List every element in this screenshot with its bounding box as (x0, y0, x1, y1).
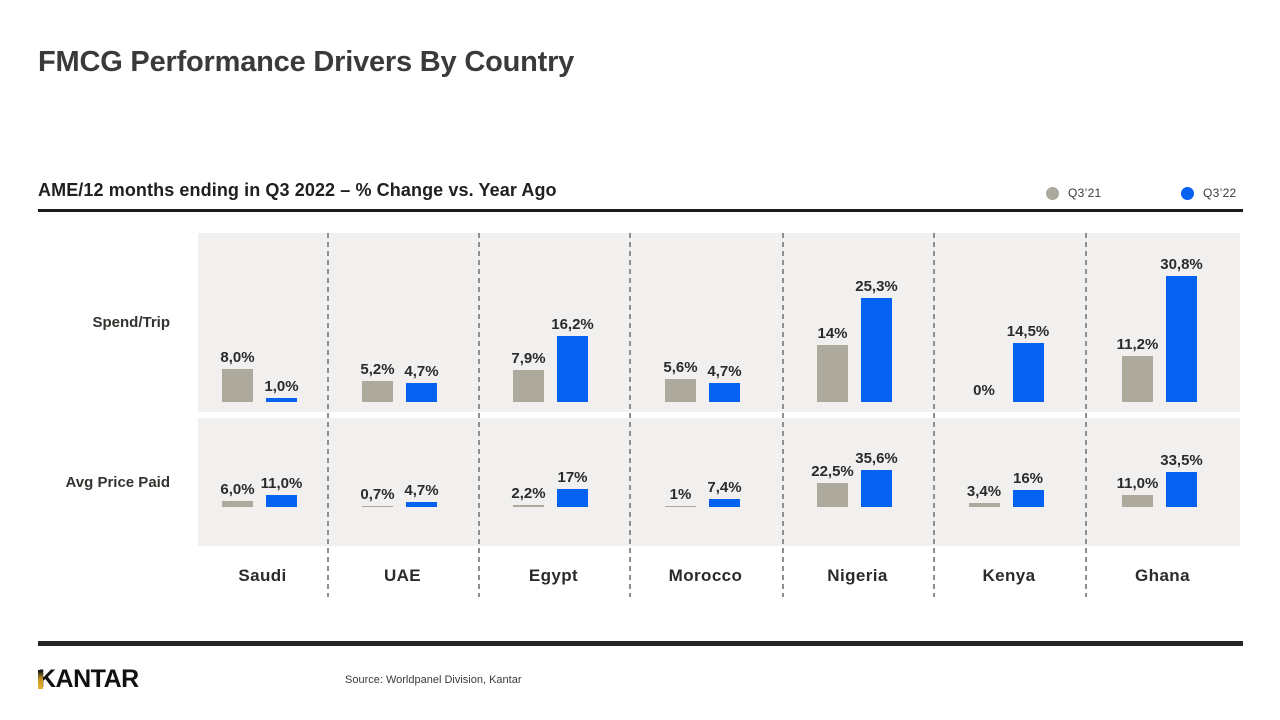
value-label-q3-22-morocco: 7,4% (707, 479, 742, 496)
country-label-morocco: Morocco (668, 566, 743, 585)
column-separator (478, 233, 480, 597)
kantar-logo-stem-icon (38, 670, 43, 689)
header-divider (38, 209, 1243, 212)
value-label-q3-22-nigeria: 25,3% (855, 278, 898, 295)
bar-q3-21-uae (362, 381, 393, 402)
value-label-q3-22-ghana: 30,8% (1160, 256, 1203, 273)
country-label-kenya: Kenya (982, 566, 1036, 585)
kantar-logo: KANTAR (38, 667, 139, 692)
page-title: FMCG Performance Drivers By Country (38, 46, 575, 78)
column-separator (933, 233, 935, 597)
country-label-egypt: Egypt (528, 566, 579, 585)
legend-dot-q3-22-icon (1181, 186, 1194, 200)
bar-q3-21-uae (362, 506, 393, 507)
bar-q3-22-nigeria (861, 470, 892, 507)
bar-q3-21-morocco (665, 506, 696, 507)
bar-q3-22-saudi (266, 495, 297, 507)
value-label-q3-22-kenya: 16% (1012, 470, 1044, 487)
bar-q3-21-egypt (513, 370, 544, 402)
row-label-spend-trip: Spend/Trip (92, 314, 170, 331)
value-label-q3-21-uae: 0,7% (360, 486, 395, 503)
value-label-q3-22-egypt: 16,2% (551, 316, 594, 333)
column-separator (327, 233, 329, 597)
bar-q3-22-morocco (709, 383, 740, 402)
value-label-q3-21-saudi: 6,0% (220, 481, 255, 498)
bar-q3-22-nigeria (861, 298, 892, 402)
value-label-q3-21-uae: 5,2% (360, 361, 395, 378)
bar-q3-22-ghana (1166, 472, 1197, 507)
value-label-q3-22-ghana: 33,5% (1160, 452, 1203, 469)
value-label-q3-21-egypt: 7,9% (511, 350, 546, 367)
value-label-q3-21-nigeria: 22,5% (811, 463, 854, 480)
country-label-ghana: Ghana (1135, 566, 1190, 585)
footer-divider (38, 641, 1243, 646)
column-separator (1085, 233, 1087, 597)
bar-q3-22-egypt (557, 489, 588, 507)
value-label-q3-22-morocco: 4,7% (707, 363, 742, 380)
bar-q3-22-kenya (1012, 343, 1044, 402)
bar-q3-22-morocco (709, 499, 740, 507)
bar-q3-21-nigeria (817, 345, 848, 402)
chart-panel-row2 (198, 418, 1240, 546)
legend-label-q3-22: Q3’22 (1203, 186, 1237, 200)
bar-q3-21-kenya (968, 503, 1000, 507)
bar-q3-21-ghana (1122, 495, 1153, 507)
legend-item-q3-22: Q3’22 (1181, 186, 1237, 200)
country-label-saudi: Saudi (238, 566, 287, 585)
value-label-q3-22-nigeria: 35,6% (855, 450, 898, 467)
chart-subtitle: AME/12 months ending in Q3 2022 – % Chan… (38, 180, 557, 200)
value-label-q3-22-saudi: 1,0% (264, 378, 299, 395)
bar-q3-22-uae (406, 502, 437, 507)
bar-q3-21-morocco (665, 379, 696, 402)
value-label-q3-21-nigeria: 14% (817, 325, 848, 342)
source-attribution: Source: Worldpanel Division, Kantar (345, 674, 522, 686)
kantar-logo-text: KANTAR (38, 665, 139, 693)
bar-q3-22-ghana (1166, 276, 1197, 402)
bar-q3-22-uae (406, 383, 437, 402)
row-label-avg-price-paid: Avg Price Paid (65, 474, 171, 491)
value-label-q3-22-egypt: 17% (557, 469, 588, 486)
value-label-q3-21-egypt: 2,2% (511, 485, 546, 502)
value-label-q3-21-ghana: 11,0% (1116, 475, 1159, 492)
bar-q3-21-egypt (513, 505, 544, 507)
value-label-q3-22-saudi: 11,0% (260, 475, 303, 492)
bar-q3-22-egypt (557, 336, 588, 402)
country-label-uae: UAE (383, 566, 422, 585)
legend-label-q3-21: Q3’21 (1068, 186, 1102, 200)
value-label-q3-21-morocco: 5,6% (663, 359, 698, 376)
bar-q3-22-kenya (1012, 490, 1044, 507)
value-label-q3-22-uae: 4,7% (404, 363, 439, 380)
legend-dot-q3-21-icon (1046, 186, 1059, 200)
value-label-q3-21-morocco: 1% (669, 486, 692, 503)
value-label-q3-22-uae: 4,7% (404, 482, 439, 499)
bar-q3-21-nigeria (817, 483, 848, 507)
bar-q3-21-ghana (1122, 356, 1153, 402)
value-label-q3-21-kenya: 3,4% (966, 483, 1002, 500)
legend-item-q3-21: Q3’21 (1046, 186, 1102, 200)
value-label-q3-21-ghana: 11,2% (1116, 336, 1159, 353)
bar-q3-22-saudi (266, 398, 297, 402)
column-separator (782, 233, 784, 597)
value-label-q3-21-kenya: 0% (973, 382, 995, 399)
value-label-q3-21-saudi: 8,0% (220, 349, 255, 366)
country-label-nigeria: Nigeria (827, 566, 888, 585)
bar-q3-21-saudi (222, 501, 253, 507)
column-separator (629, 233, 631, 597)
bar-q3-21-saudi (222, 369, 253, 402)
value-label-q3-22-kenya: 14,5% (1006, 323, 1050, 340)
